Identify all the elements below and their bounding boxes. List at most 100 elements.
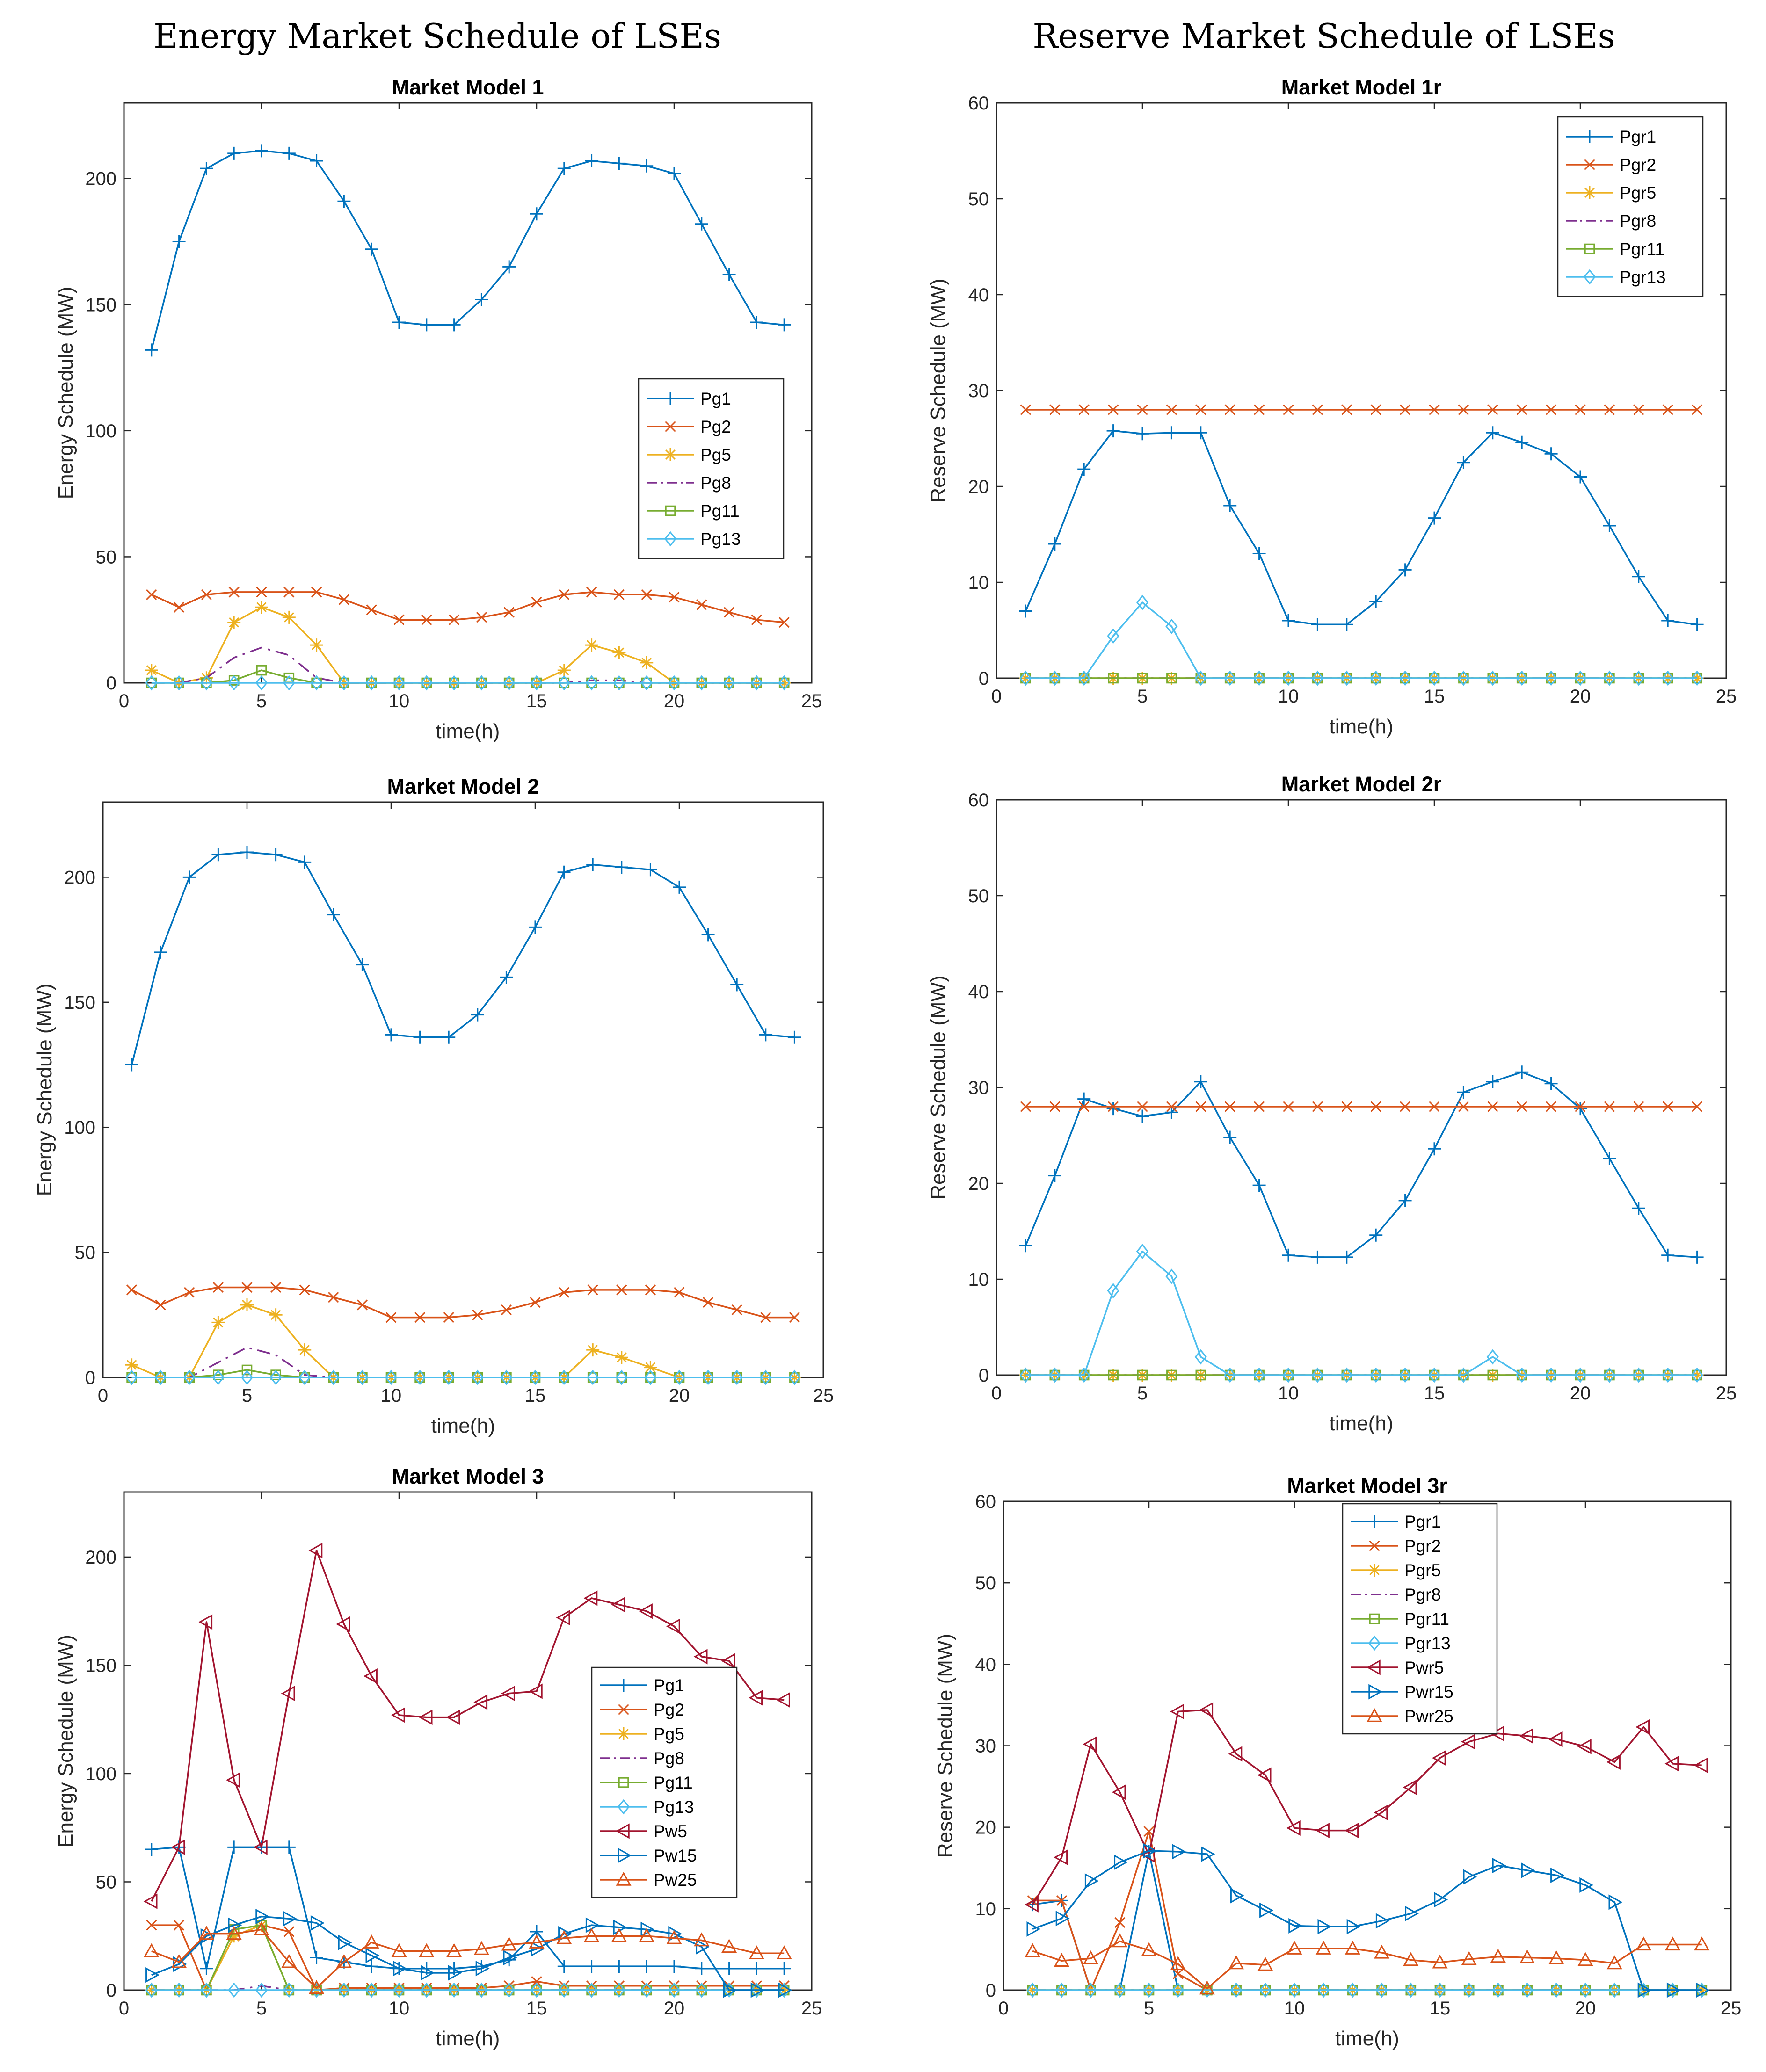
y-tick-label: 20 xyxy=(968,477,989,497)
data-point xyxy=(1515,1065,1529,1079)
data-point xyxy=(1461,1734,1475,1750)
data-point xyxy=(721,1653,735,1669)
legend-item: Pg11 xyxy=(647,501,740,521)
x-tick-label: 25 xyxy=(801,691,822,711)
data-point xyxy=(227,616,241,629)
data-point xyxy=(256,587,267,598)
legend-marker xyxy=(664,448,677,461)
data-point xyxy=(255,601,268,614)
legend-item: Pgr5 xyxy=(1351,1561,1441,1580)
data-point xyxy=(283,587,295,598)
legend: Pg1 Pg2 Pg5 Pg8 Pg11 Pg13 Pw5 Pw15 Pw25 xyxy=(591,1666,738,1898)
data-point xyxy=(612,646,626,659)
data-point xyxy=(1288,1918,1303,1934)
data-point xyxy=(240,845,254,859)
data-point xyxy=(283,1911,297,1927)
data-point xyxy=(666,1618,680,1634)
legend-label: Pgr1 xyxy=(1404,1512,1441,1531)
y-axis-label: Energy Schedule (MW) xyxy=(54,1635,77,1847)
data-point xyxy=(585,154,598,167)
x-tick-label: 10 xyxy=(381,1385,402,1406)
y-tick-label: 100 xyxy=(64,1117,95,1138)
data-point xyxy=(1690,618,1704,631)
legend-item: Pg1 xyxy=(647,389,731,408)
data-point xyxy=(1577,1739,1592,1754)
data-point xyxy=(1370,670,1382,686)
data-point xyxy=(1141,1942,1157,1956)
data-point xyxy=(227,1929,241,1943)
y-tick-label: 150 xyxy=(85,295,116,315)
x-tick-label: 25 xyxy=(813,1385,834,1406)
data-point xyxy=(586,587,597,598)
legend-item: Pg1 xyxy=(600,1676,684,1695)
data-point xyxy=(695,1982,708,1998)
data-point xyxy=(310,675,323,691)
data-point xyxy=(586,858,600,871)
data-point xyxy=(365,675,378,691)
y-tick-label: 20 xyxy=(968,1174,989,1194)
y-axis-label: Energy Schedule (MW) xyxy=(33,984,56,1196)
data-point xyxy=(1172,1968,1184,1979)
data-point xyxy=(200,1982,213,1998)
data-point xyxy=(270,1282,282,1293)
data-point xyxy=(1054,1849,1068,1865)
x-tick-label: 15 xyxy=(526,691,547,711)
data-point xyxy=(226,1772,240,1788)
data-point xyxy=(1252,1179,1266,1192)
data-point xyxy=(1048,1367,1061,1383)
data-point xyxy=(1369,1228,1383,1242)
x-tick-label: 10 xyxy=(389,691,410,711)
series-line xyxy=(1025,1071,1697,1258)
data-point xyxy=(778,1962,791,1975)
data-point xyxy=(1228,1746,1243,1762)
data-point xyxy=(613,675,625,691)
data-point xyxy=(616,1284,627,1296)
data-point xyxy=(283,1982,295,1998)
legend-label: Pg11 xyxy=(654,1773,693,1792)
legend-label: Pgr1 xyxy=(1620,127,1656,146)
data-point xyxy=(1492,1982,1504,1998)
data-point xyxy=(212,1282,224,1293)
data-point xyxy=(283,1926,295,1937)
data-point xyxy=(366,604,377,616)
data-point xyxy=(420,675,433,691)
data-point xyxy=(228,587,240,598)
data-point xyxy=(472,1309,483,1320)
data-point xyxy=(1662,404,1673,415)
data-point xyxy=(1400,404,1411,415)
data-point xyxy=(1340,1367,1353,1383)
data-point xyxy=(1172,1982,1185,1998)
data-point xyxy=(337,195,351,208)
data-point xyxy=(1340,1250,1353,1264)
data-point xyxy=(241,1364,253,1376)
legend-label: Pg1 xyxy=(700,389,731,408)
series-Pg1 xyxy=(145,144,791,357)
data-point xyxy=(1114,1855,1128,1870)
x-axis-label: time(h) xyxy=(1330,1412,1394,1435)
data-point xyxy=(1403,1952,1419,1966)
legend-marker xyxy=(1583,130,1596,143)
data-point xyxy=(556,1610,570,1626)
data-point xyxy=(1492,1857,1506,1874)
data-point xyxy=(1399,670,1411,686)
legend-label: Pgr5 xyxy=(1404,1561,1441,1580)
y-tick-label: 40 xyxy=(975,1654,996,1675)
series-Pgr13 xyxy=(1019,594,1703,686)
x-tick-label: 10 xyxy=(1284,1998,1305,2019)
y-tick-label: 50 xyxy=(96,547,117,567)
data-point xyxy=(1136,1109,1149,1123)
data-point xyxy=(750,316,763,329)
data-point xyxy=(585,1960,598,1973)
data-point xyxy=(585,1917,600,1933)
data-point xyxy=(1666,1982,1681,1998)
data-point xyxy=(788,1030,801,1044)
data-point xyxy=(1143,1826,1155,1837)
data-point xyxy=(1632,670,1645,686)
legend-marker xyxy=(616,1871,632,1886)
data-point xyxy=(414,1369,426,1385)
data-point xyxy=(558,1369,570,1385)
x-tick-label: 25 xyxy=(1721,1998,1742,2019)
data-point xyxy=(1694,1936,1710,1951)
data-point xyxy=(1201,1846,1215,1862)
data-point xyxy=(154,945,167,959)
